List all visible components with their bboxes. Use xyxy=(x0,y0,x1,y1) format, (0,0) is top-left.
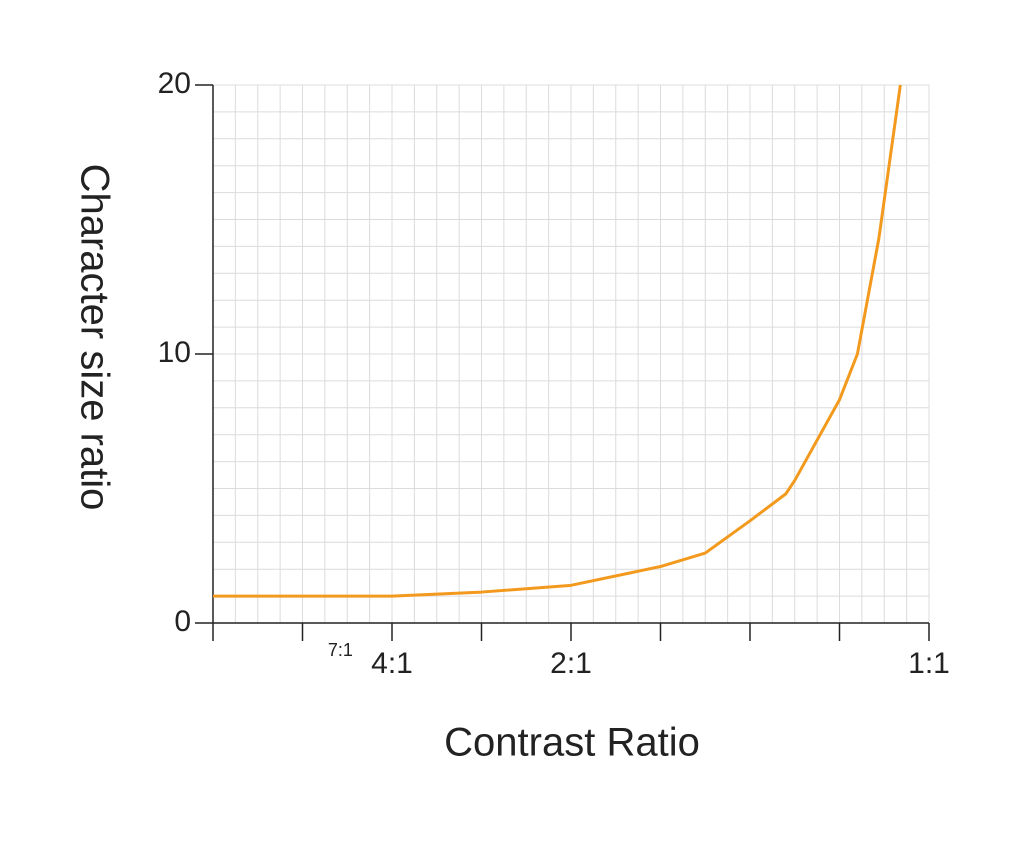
x-axis-label: Contrast Ratio xyxy=(444,721,700,765)
x-tick-label: 4:1 xyxy=(371,647,413,680)
grid xyxy=(213,84,930,623)
x-tick-label: 1:1 xyxy=(908,647,950,680)
x-minor-tick-label: 7:1 xyxy=(328,640,353,660)
line xyxy=(213,84,902,598)
y-tick-label: 0 xyxy=(174,605,191,638)
x-tick-label: 2:1 xyxy=(550,647,592,680)
y-axis-label: Character size ratio xyxy=(72,164,116,511)
y-tick-label: 20 xyxy=(158,67,191,100)
y-tick-label: 10 xyxy=(158,336,191,369)
